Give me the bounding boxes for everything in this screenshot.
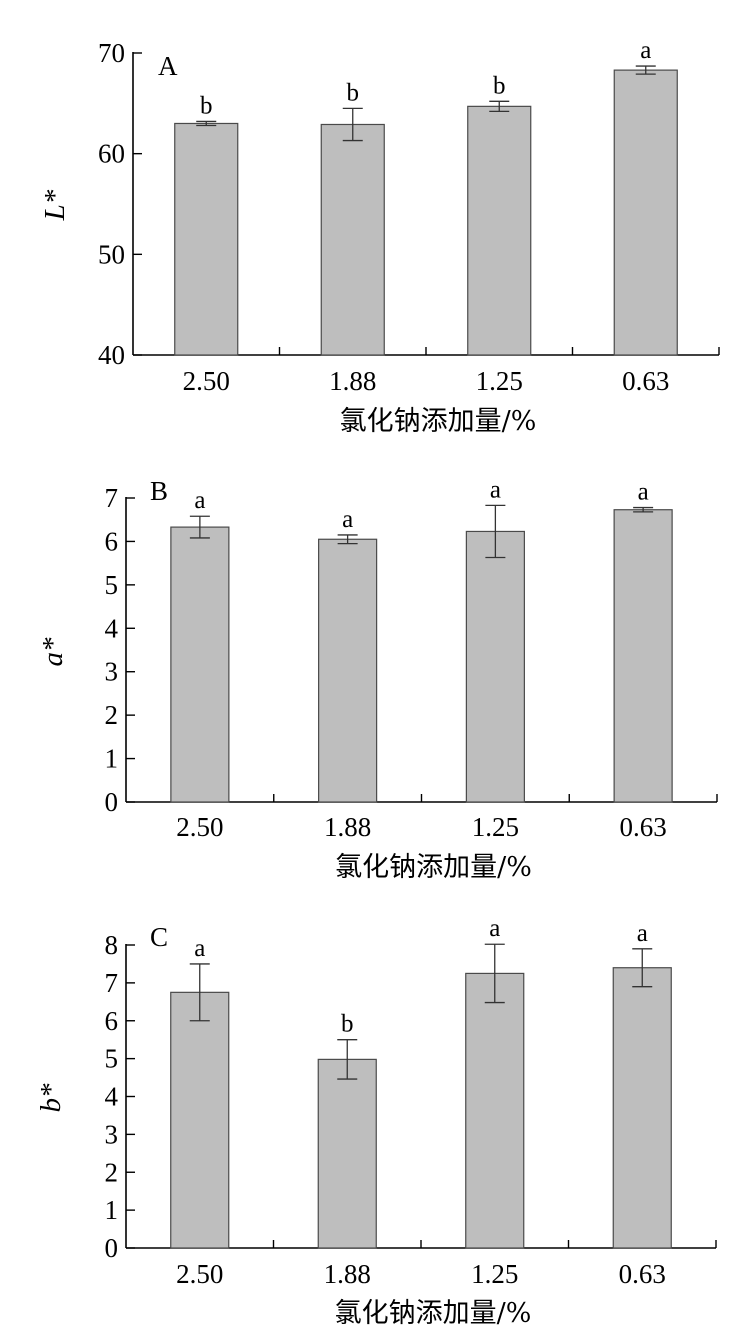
error-bar xyxy=(337,534,358,545)
x-axis-title: 氯化钠添加量/% xyxy=(340,406,537,437)
y-axis-title: b* xyxy=(35,1083,67,1113)
bar-1.25 xyxy=(465,530,525,803)
chart-panel-c: 0 1 2 3 4 5 6 7 8 a 2.50 b 1.88 a 1.25 a 0.63 C 氯化钠添加量/% b* xyxy=(35,915,717,1329)
y-tick-label: 5 xyxy=(105,570,119,600)
x-tick-label: 1.25 xyxy=(476,366,523,396)
error-bar xyxy=(489,100,510,113)
bar-2.50 xyxy=(174,122,239,356)
significance-label: b xyxy=(341,1011,354,1038)
x-tick-label: 2.50 xyxy=(176,1259,223,1289)
bar-1.88 xyxy=(318,538,378,803)
x-tick-label: 0.63 xyxy=(622,366,669,396)
x-tick-label: 1.25 xyxy=(471,1259,518,1289)
significance-label: a xyxy=(490,476,501,503)
x-tick-label: 1.88 xyxy=(324,1259,371,1289)
y-tick-label: 1 xyxy=(105,744,119,774)
bar-0.63 xyxy=(613,69,678,356)
x-tick-label: 1.88 xyxy=(329,366,376,396)
y-tick-label: 0 xyxy=(105,1233,119,1263)
error-bar xyxy=(337,1039,358,1080)
y-tick-label: 3 xyxy=(105,657,119,687)
y-axis-title: L* xyxy=(39,189,71,221)
x-tick-label: 0.63 xyxy=(620,812,667,842)
x-tick-label: 1.25 xyxy=(472,812,519,842)
y-tick-label: 4 xyxy=(105,1082,119,1112)
significance-label: a xyxy=(637,920,648,947)
significance-label: a xyxy=(194,487,205,514)
x-tick-label: 2.50 xyxy=(176,812,223,842)
significance-label: a xyxy=(640,37,651,64)
y-tick-label: 1 xyxy=(105,1195,119,1225)
x-tick-label: 0.63 xyxy=(619,1259,666,1289)
y-tick-label: 2 xyxy=(105,1157,119,1187)
y-tick-label: 40 xyxy=(98,340,125,370)
y-tick-label: 3 xyxy=(105,1119,119,1149)
error-bar xyxy=(484,943,505,1004)
y-tick-label: 70 xyxy=(98,38,125,68)
bar-0.63 xyxy=(612,967,672,1249)
bar-2.50 xyxy=(170,991,230,1249)
error-bar xyxy=(633,506,654,513)
bar-1.25 xyxy=(467,105,532,356)
x-axis-title: 氯化钠添加量/% xyxy=(335,852,532,883)
y-tick-label: 6 xyxy=(105,526,119,556)
significance-label: b xyxy=(200,92,213,119)
error-bar xyxy=(196,120,217,127)
error-bar xyxy=(485,504,506,559)
y-tick-label: 6 xyxy=(105,1006,119,1036)
error-bar xyxy=(189,963,210,1022)
x-tick-label: 1.88 xyxy=(324,812,371,842)
y-tick-label: 4 xyxy=(105,613,119,643)
y-tick-label: 50 xyxy=(98,239,125,269)
significance-label: a xyxy=(194,935,205,962)
y-tick-label: 5 xyxy=(105,1044,119,1074)
panel-label: A xyxy=(158,51,178,81)
panel-label: B xyxy=(150,476,168,506)
panel-label: C xyxy=(150,922,168,952)
x-axis-title: 氯化钠添加量/% xyxy=(335,1298,532,1329)
x-tick-label: 2.50 xyxy=(183,366,230,396)
significance-label: b xyxy=(347,79,360,106)
y-tick-label: 60 xyxy=(98,139,125,169)
significance-label: a xyxy=(638,479,649,506)
chart-panel-a: 40 50 60 70 b 2.50 b 1.88 b 1.25 a 0.63 A 氯化钠添加量/% L* xyxy=(39,37,720,437)
error-bar xyxy=(632,948,653,988)
y-tick-label: 0 xyxy=(105,787,119,817)
significance-label: b xyxy=(493,72,506,99)
y-tick-label: 2 xyxy=(105,700,119,730)
bar-1.88 xyxy=(317,1058,377,1249)
bar-1.25 xyxy=(465,972,525,1249)
bar-0.63 xyxy=(613,509,673,803)
bar-1.88 xyxy=(320,123,385,356)
significance-label: a xyxy=(489,915,500,942)
error-bar xyxy=(635,65,656,75)
significance-label: a xyxy=(342,506,353,533)
y-tick-label: 7 xyxy=(105,483,119,513)
bar-2.50 xyxy=(170,526,230,803)
error-bar xyxy=(189,515,210,539)
y-axis-title: a* xyxy=(37,637,69,667)
chart-panel-b: 0 1 2 3 4 5 6 7 a 2.50 a 1.88 a 1.25 a 0.63 B 氯化钠添加量/% a* xyxy=(37,476,718,883)
y-tick-label: 8 xyxy=(105,930,119,960)
y-tick-label: 7 xyxy=(105,968,119,998)
error-bar xyxy=(342,107,363,142)
